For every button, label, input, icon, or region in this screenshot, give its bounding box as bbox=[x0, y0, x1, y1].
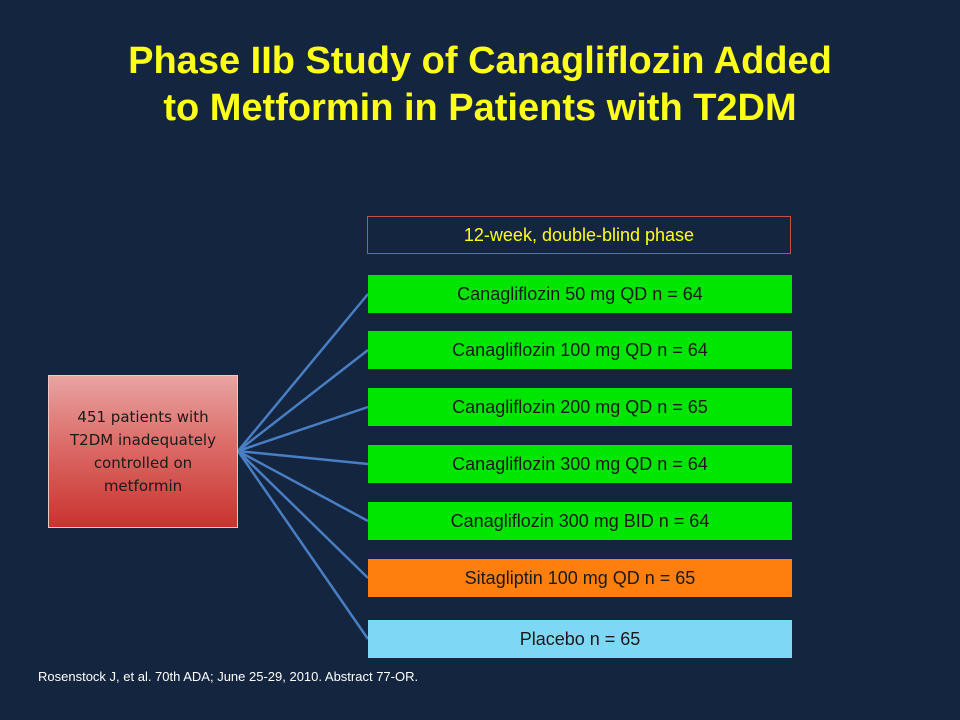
arm-canagliflozin-50mg: Canagliflozin 50 mg QD n = 64 bbox=[368, 275, 792, 313]
patients-label: 451 patients with T2DM inadequately cont… bbox=[70, 407, 216, 495]
connector-line-arm-2 bbox=[237, 349, 369, 452]
arm-canagliflozin-100mg: Canagliflozin 100 mg QD n = 64 bbox=[368, 331, 792, 369]
citation: Rosenstock J, et al. 70th ADA; June 25-2… bbox=[38, 669, 419, 684]
title-line-2: to Metformin in Patients with T2DM bbox=[163, 87, 797, 129]
connector-line-arm-5 bbox=[237, 449, 369, 523]
connector-line-arm-4 bbox=[237, 449, 369, 466]
arm-canagliflozin-300mg-bid: Canagliflozin 300 mg BID n = 64 bbox=[368, 502, 792, 540]
connector-line-arm-7 bbox=[236, 450, 370, 640]
patients-box: 451 patients with T2DM inadequately cont… bbox=[48, 375, 238, 528]
arm-sitagliptin-100mg: Sitagliptin 100 mg QD n = 65 bbox=[368, 559, 792, 597]
connector-line-arm-3 bbox=[237, 405, 369, 453]
slide-title: Phase IIb Study of Canagliflozin Added t… bbox=[0, 38, 960, 132]
arm-placebo: Placebo n = 65 bbox=[368, 620, 792, 658]
connector-line-arm-6 bbox=[237, 450, 369, 579]
title-line-1: Phase IIb Study of Canagliflozin Added bbox=[128, 40, 832, 82]
arm-canagliflozin-300mg-qd: Canagliflozin 300 mg QD n = 64 bbox=[368, 445, 792, 483]
arm-canagliflozin-200mg: Canagliflozin 200 mg QD n = 65 bbox=[368, 388, 792, 426]
connector-line-arm-1 bbox=[237, 293, 369, 452]
phase-label-box: 12-week, double-blind phase bbox=[367, 216, 791, 254]
